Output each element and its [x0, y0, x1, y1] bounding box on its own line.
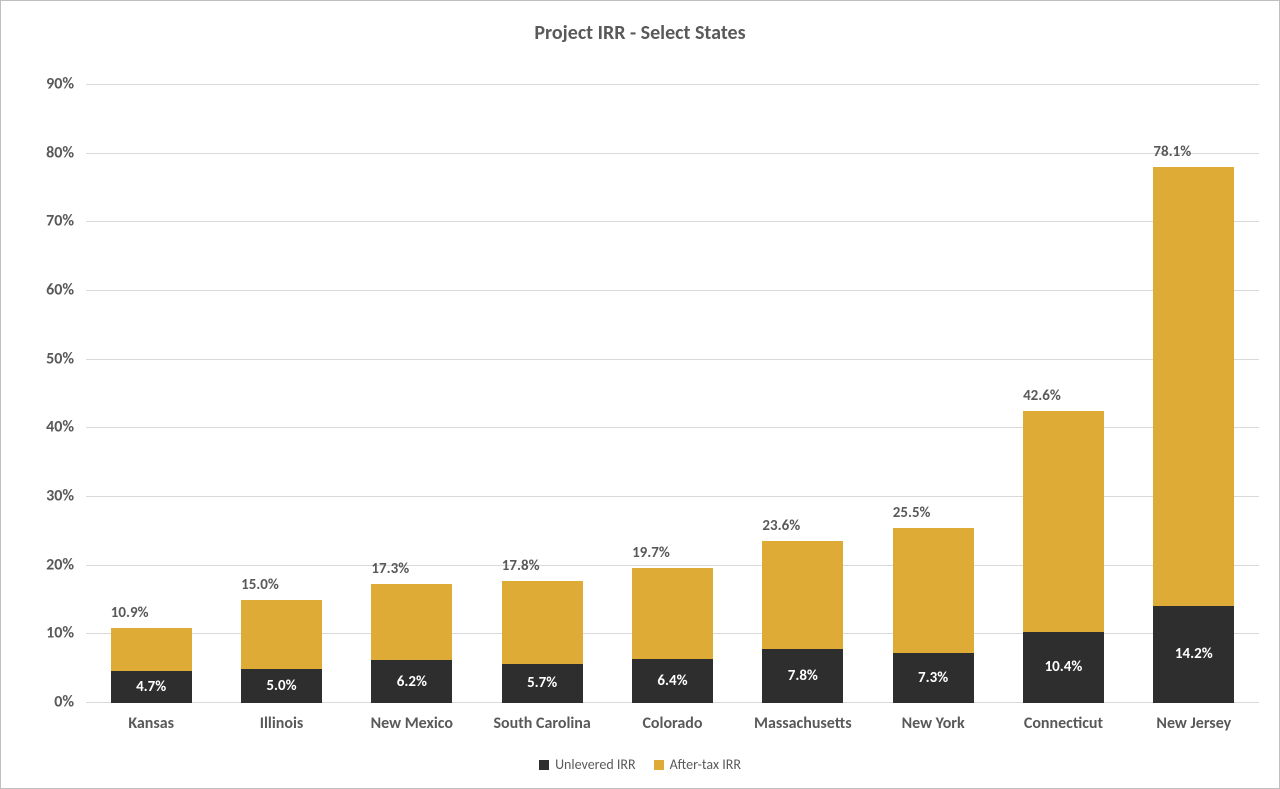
bar-inner-label: 6.4%	[657, 672, 687, 690]
legend-label: Unlevered IRR	[555, 756, 636, 773]
bar-top-label: 25.5%	[893, 504, 931, 522]
bar-slot: 42.6% 10.4%	[998, 85, 1128, 703]
bar-slot: 23.6% 7.8%	[738, 85, 868, 703]
x-axis-label: New Mexico	[347, 714, 477, 733]
bar-top-label: 10.9%	[111, 604, 149, 622]
bar-segment: 6.4%	[632, 659, 713, 703]
y-tick-label: 0%	[54, 693, 86, 712]
bar-inner-label: 5.7%	[527, 674, 557, 692]
bar-slot: 17.3% 6.2%	[347, 85, 477, 703]
bar-stack: 15.0% 5.0%	[241, 85, 322, 703]
bar-slot: 17.8% 5.7%	[477, 85, 607, 703]
bar-stack: 17.3% 6.2%	[371, 85, 452, 703]
bar-top-label: 17.3%	[371, 560, 409, 578]
bar-slot: 25.5% 7.3%	[868, 85, 998, 703]
y-tick-label: 20%	[46, 555, 86, 574]
bar-segment	[893, 528, 974, 653]
bar-inner-label: 14.2%	[1175, 645, 1213, 663]
bar-top-label: 42.6%	[1023, 387, 1061, 405]
bar-segment: 7.8%	[762, 649, 843, 703]
x-axis-label: Illinois	[216, 714, 346, 733]
x-axis-label: South Carolina	[477, 714, 607, 733]
bar-stack: 42.6% 10.4%	[1023, 85, 1104, 703]
legend-swatch	[654, 760, 664, 770]
bar-stack: 10.9% 4.7%	[111, 85, 192, 703]
bar-stack: 23.6% 7.8%	[762, 85, 843, 703]
bar-segment	[1153, 167, 1234, 606]
bar-stack: 25.5% 7.3%	[893, 85, 974, 703]
bar-segment: 4.7%	[111, 671, 192, 703]
y-tick-label: 40%	[46, 418, 86, 437]
bar-top-label: 78.1%	[1153, 143, 1191, 161]
x-axis-label: New Jersey	[1129, 714, 1259, 733]
bar-segment	[502, 581, 583, 664]
legend-item: After-tax IRR	[654, 756, 741, 773]
chart-container: Project IRR - Select States 0% 10% 20% 30% 4…	[0, 0, 1280, 789]
y-tick-label: 80%	[46, 143, 86, 162]
y-tick-label: 90%	[46, 75, 86, 94]
legend: Unlevered IRR After-tax IRR	[1, 756, 1279, 773]
x-axis-label: New York	[868, 714, 998, 733]
bar-segment	[241, 600, 322, 669]
x-axis-label: Massachusetts	[738, 714, 868, 733]
bar-top-label: 17.8%	[502, 557, 540, 575]
bar-segment: 10.4%	[1023, 632, 1104, 703]
bar-inner-label: 7.8%	[788, 667, 818, 685]
legend-swatch	[539, 760, 549, 770]
y-tick-label: 60%	[46, 281, 86, 300]
y-tick-label: 30%	[46, 487, 86, 506]
bar-segment	[762, 541, 843, 649]
legend-item: Unlevered IRR	[539, 756, 636, 773]
bar-segment: 14.2%	[1153, 606, 1234, 704]
bar-top-label: 19.7%	[632, 544, 670, 562]
legend-label: After-tax IRR	[670, 756, 741, 773]
bar-slot: 78.1% 14.2%	[1129, 85, 1259, 703]
plot-inner: 0%10%20%30%40%50%60%70%80%90% 10.9%4.7%1…	[86, 85, 1259, 703]
x-axis-label: Colorado	[607, 714, 737, 733]
bar-top-label: 15.0%	[241, 576, 279, 594]
bar-segment	[1023, 411, 1104, 632]
bars-layer: 10.9% 4.7% 15.0% 5.0% 17.3% 6.2% 17.8% 5.7% 19.7…	[86, 85, 1259, 703]
bar-inner-label: 5.0%	[266, 677, 296, 695]
bar-inner-label: 7.3%	[918, 669, 948, 687]
bar-segment	[111, 628, 192, 671]
bar-segment	[632, 568, 713, 659]
bar-slot: 10.9% 4.7%	[86, 85, 216, 703]
x-axis-labels: KansasIllinoisNew MexicoSouth CarolinaCo…	[86, 714, 1259, 733]
plot-area: 0%10%20%30%40%50%60%70%80%90% 10.9%4.7%1…	[86, 61, 1259, 703]
bar-inner-label: 6.2%	[397, 673, 427, 691]
bar-segment: 5.7%	[502, 664, 583, 703]
bar-segment: 7.3%	[893, 653, 974, 703]
bar-stack: 19.7% 6.4%	[632, 85, 713, 703]
bar-segment: 6.2%	[371, 660, 452, 703]
bar-inner-label: 10.4%	[1045, 658, 1083, 676]
y-tick-label: 70%	[46, 212, 86, 231]
bar-slot: 19.7% 6.4%	[607, 85, 737, 703]
x-axis-label: Connecticut	[998, 714, 1128, 733]
chart-title: Project IRR - Select States	[1, 21, 1279, 45]
bar-slot: 15.0% 5.0%	[216, 85, 346, 703]
x-axis-label: Kansas	[86, 714, 216, 733]
y-tick-label: 50%	[46, 349, 86, 368]
bar-stack: 78.1% 14.2%	[1153, 85, 1234, 703]
bar-stack: 17.8% 5.7%	[502, 85, 583, 703]
bar-top-label: 23.6%	[762, 517, 800, 535]
bar-segment	[371, 584, 452, 660]
y-tick-label: 10%	[46, 624, 86, 643]
bar-inner-label: 4.7%	[136, 678, 166, 696]
bar-segment: 5.0%	[241, 669, 322, 703]
